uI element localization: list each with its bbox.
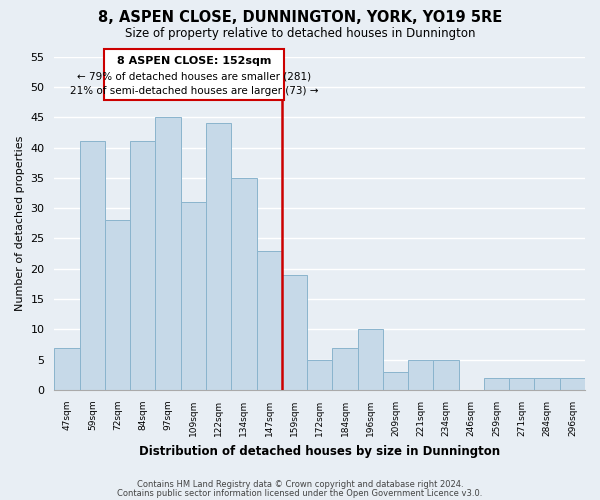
Bar [332, 348, 358, 390]
Bar [231, 178, 257, 390]
Bar [383, 372, 408, 390]
Text: Contains public sector information licensed under the Open Government Licence v3: Contains public sector information licen… [118, 488, 482, 498]
Bar [257, 250, 282, 390]
Bar [206, 124, 231, 390]
Bar [282, 275, 307, 390]
Text: ← 79% of detached houses are smaller (281): ← 79% of detached houses are smaller (28… [77, 72, 311, 82]
Bar [509, 378, 535, 390]
Text: 8 ASPEN CLOSE: 152sqm: 8 ASPEN CLOSE: 152sqm [117, 56, 271, 66]
Text: 21% of semi-detached houses are larger (73) →: 21% of semi-detached houses are larger (… [70, 86, 318, 97]
Bar [130, 142, 155, 390]
Bar [535, 378, 560, 390]
Bar [433, 360, 458, 390]
Y-axis label: Number of detached properties: Number of detached properties [15, 136, 25, 311]
Bar [484, 378, 509, 390]
Bar [55, 348, 80, 390]
FancyBboxPatch shape [104, 48, 284, 100]
Bar [358, 330, 383, 390]
Bar [408, 360, 433, 390]
X-axis label: Distribution of detached houses by size in Dunnington: Distribution of detached houses by size … [139, 444, 500, 458]
Text: 8, ASPEN CLOSE, DUNNINGTON, YORK, YO19 5RE: 8, ASPEN CLOSE, DUNNINGTON, YORK, YO19 5… [98, 10, 502, 25]
Text: Size of property relative to detached houses in Dunnington: Size of property relative to detached ho… [125, 28, 475, 40]
Bar [80, 142, 105, 390]
Text: Contains HM Land Registry data © Crown copyright and database right 2024.: Contains HM Land Registry data © Crown c… [137, 480, 463, 489]
Bar [560, 378, 585, 390]
Bar [307, 360, 332, 390]
Bar [155, 117, 181, 390]
Bar [181, 202, 206, 390]
Bar [105, 220, 130, 390]
